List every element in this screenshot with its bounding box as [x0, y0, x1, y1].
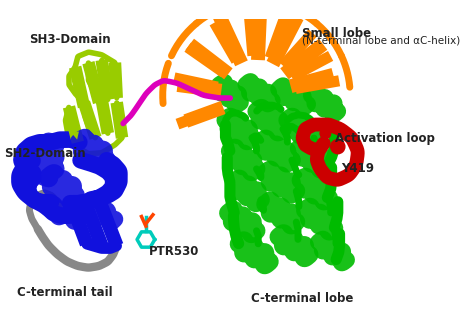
Text: Small lobe: Small lobe: [302, 27, 371, 40]
Text: (N-terminal lobe and αC-helix): (N-terminal lobe and αC-helix): [302, 36, 460, 45]
Text: SH3-Domain: SH3-Domain: [29, 33, 111, 46]
Text: Activation loop: Activation loop: [335, 133, 435, 145]
Text: C-terminal tail: C-terminal tail: [17, 286, 112, 299]
Text: PTR530: PTR530: [149, 245, 199, 258]
Text: Y419: Y419: [342, 162, 374, 175]
Text: SH2-Domain: SH2-Domain: [4, 147, 86, 160]
Circle shape: [320, 128, 331, 139]
Text: C-terminal lobe: C-terminal lobe: [252, 292, 354, 305]
Circle shape: [331, 140, 345, 154]
